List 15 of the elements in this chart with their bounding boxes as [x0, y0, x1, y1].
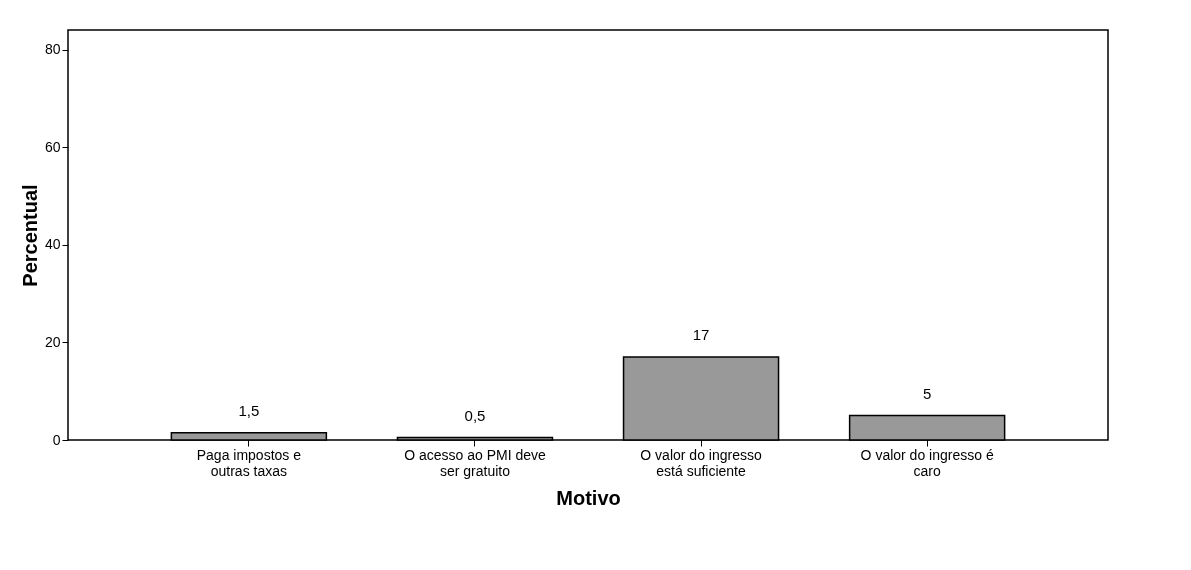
y-axis-title: Percentual [18, 184, 41, 287]
x-tick-label: O acesso ao PMI deve ser gratuito [404, 446, 546, 479]
x-tick-label: O valor do ingresso é caro [860, 446, 994, 479]
y-tick-label: 40 [44, 236, 61, 253]
x-tick-label: Paga impostos e outras taxas [196, 446, 302, 479]
x-tick-label: O valor do ingresso está suficiente [640, 446, 762, 479]
x-axis-title: Motivo [556, 486, 621, 509]
data-label: 17 [692, 326, 710, 344]
data-label: 5 [922, 384, 932, 402]
data-label: 0,5 [464, 406, 486, 424]
y-tick-label: 20 [44, 333, 61, 350]
y-tick-label: 80 [44, 41, 61, 58]
y-tick-label: 0 [52, 431, 61, 448]
y-tick-label: 60 [44, 138, 61, 155]
data-label: 1,5 [238, 401, 260, 419]
